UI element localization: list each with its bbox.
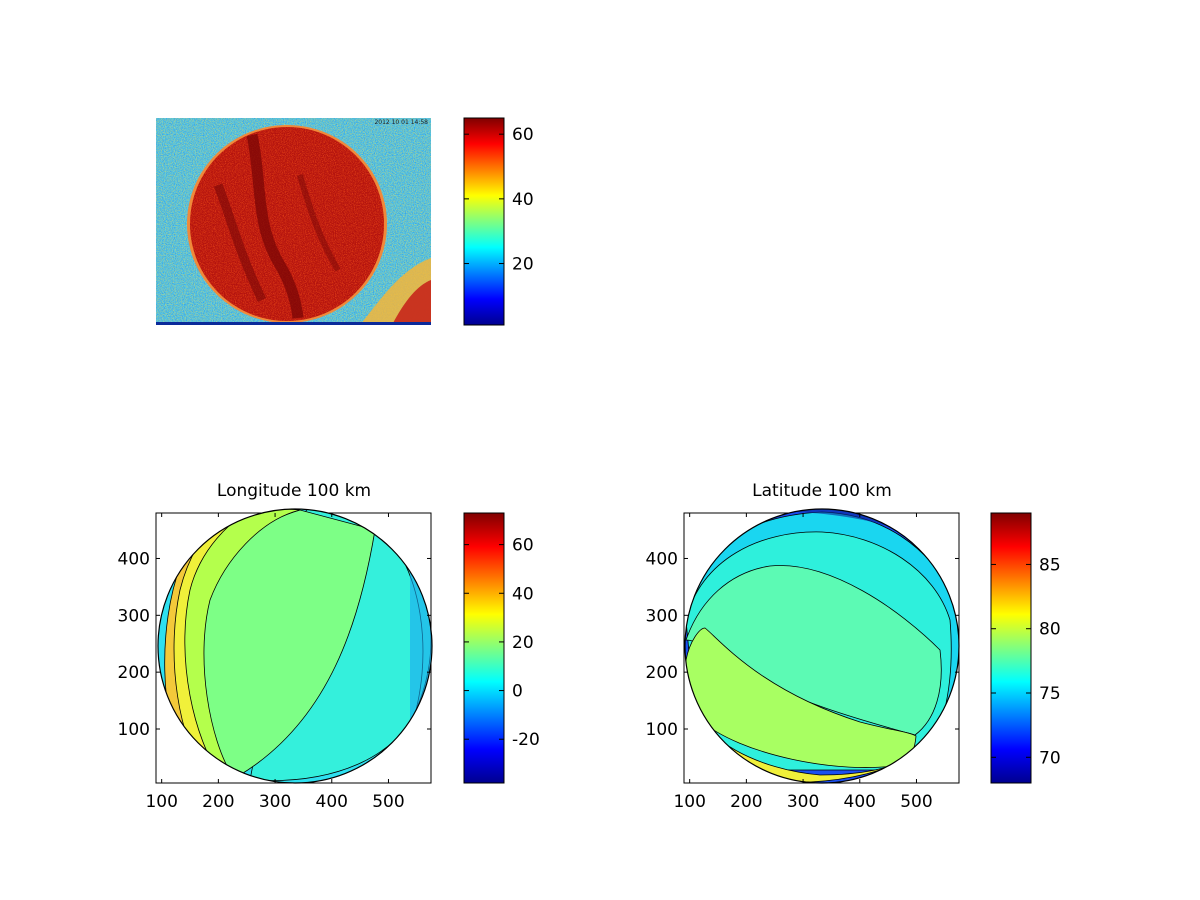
colorbar-2-tick-label-3: 40 (512, 584, 534, 604)
axes-2-ytick-label-1: 200 (118, 663, 150, 683)
axes-3-ytick-label-2: 300 (646, 606, 678, 626)
axes-2-xtick-label-2: 300 (259, 792, 291, 812)
latitude-plot: 100 200 300 400 500 100 200 300 400 (646, 508, 960, 812)
colorbar-2-tick-label-2: 20 (512, 633, 534, 653)
disk-outline-3 (684, 508, 960, 784)
colorbar-1-ticks: 20 40 60 (464, 125, 534, 275)
axes-2-ytick-label-3: 400 (118, 549, 150, 569)
colorbar-2-gradient (463, 512, 505, 784)
colorbar-3-tick-label-2: 80 (1039, 620, 1061, 640)
axes-2-ytick-label-2: 300 (118, 606, 150, 626)
colorbar-3-tick-label-1: 75 (1039, 684, 1061, 704)
axes-3-xtick-label-3: 400 (844, 792, 876, 812)
colorbar-1-tick-label-2: 60 (512, 125, 534, 145)
axes-2-xtick-label-3: 400 (316, 792, 348, 812)
axes-3-xtick-label-1: 200 (730, 792, 762, 812)
axes-2-xtick-label-1: 200 (202, 792, 234, 812)
axes-3-ytick-label-0: 100 (646, 720, 678, 740)
axes-3-xtick-label-4: 500 (900, 792, 932, 812)
panel-2-title: Longitude 100 km (217, 481, 371, 501)
image-panel: 2012 10 01 14:58 (156, 118, 431, 325)
colorbar-1-tick-label-1: 40 (512, 190, 534, 210)
colorbar-3-tick-label-0: 70 (1039, 748, 1061, 768)
panel-3-title: Latitude 100 km (752, 481, 892, 501)
axes-3-ytick-label-3: 400 (646, 549, 678, 569)
longitude-plot: 100 200 300 400 500 100 200 300 400 (118, 508, 433, 812)
axes-2-xtick-label-0: 100 (145, 792, 177, 812)
colorbar-2-tick-label-1: 0 (512, 682, 523, 702)
disk-outline-2 (157, 508, 433, 784)
axes-2-ticks: 100 200 300 400 500 100 200 300 400 (118, 513, 431, 812)
colorbar-1: 20 40 60 (463, 117, 534, 326)
colorbar-3: 70 75 80 85 (990, 512, 1061, 784)
colorbar-1-gradient (463, 117, 505, 326)
colorbar-1-tick-label-0: 20 (512, 255, 534, 275)
axes-2-xtick-label-4: 500 (372, 792, 404, 812)
colorbar-2-tick-label-4: 60 (512, 536, 534, 556)
axes-3-ytick-label-1: 200 (646, 663, 678, 683)
axes-3-ticks: 100 200 300 400 500 100 200 300 400 (646, 513, 959, 812)
axes-3-xtick-label-0: 100 (673, 792, 705, 812)
colorbar-2-tick-label-0: -20 (512, 730, 540, 750)
colorbar-2-ticks: -20 0 20 40 60 (464, 536, 540, 750)
axes-2-ytick-label-0: 100 (118, 720, 150, 740)
colorbar-2: -20 0 20 40 60 (463, 512, 540, 784)
axes-3-xtick-label-2: 300 (787, 792, 819, 812)
image-stamp: 2012 10 01 14:58 (374, 119, 428, 126)
colorbar-3-tick-label-3: 85 (1039, 555, 1061, 575)
colorbar-3-gradient (990, 512, 1032, 784)
colorbar-3-ticks: 70 75 80 85 (991, 555, 1061, 768)
